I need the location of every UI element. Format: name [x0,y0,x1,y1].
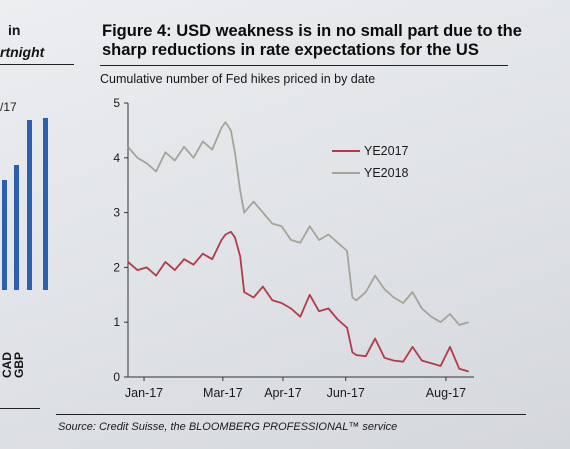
y-tick-label: 3 [113,206,120,220]
y-tick-label: 4 [113,151,120,165]
y-tick-label: 0 [113,370,120,384]
left-fragment-line3: /17 [0,100,17,114]
chart-axes [127,103,474,378]
left-fragment-rule [0,64,74,65]
y-tick-label: 2 [113,260,120,274]
x-tick-label: Jun-17 [327,386,365,400]
chart-legend: YE2017 YE2018 [332,144,409,180]
x-tick-label: Aug-17 [426,386,466,400]
mini-bar [14,165,19,290]
x-tick-label: Jan-17 [125,386,163,400]
series-line-ye2017 [127,230,469,373]
y-tick-label: 5 [113,96,120,110]
title-rule [100,65,508,66]
figure-subtitle: Cumulative number of Fed hikes priced in… [100,72,376,86]
left-mini-bar-chart [2,118,48,290]
y-tick-label: 1 [113,315,120,329]
x-tick-labels: Jan-17 Mar-17 Apr-17 Jun-17 Aug-17 [125,377,466,400]
mini-bar [2,180,7,290]
x-tick-label: Mar-17 [203,386,243,400]
mini-bar [27,120,32,290]
mini-bar [43,118,48,290]
x-tick-label: Apr-17 [264,386,302,400]
legend-label-ye2018: YE2018 [364,166,409,180]
figure-source: Source: Credit Suisse, the BLOOMBERG PRO… [58,421,398,433]
figure-title: Figure 4: USD weakness is in no small pa… [102,22,522,59]
series-lines [127,121,469,373]
y-tick-labels: 0 1 2 3 4 5 [113,96,128,384]
source-rule [56,414,526,415]
left-bottom-rule [0,408,40,409]
legend-label-ye2017: YE2017 [364,144,409,158]
left-fragment-line2: rtnight [0,44,45,60]
series-line-ye2018 [127,121,469,326]
left-fragment-line1: in [8,22,21,38]
